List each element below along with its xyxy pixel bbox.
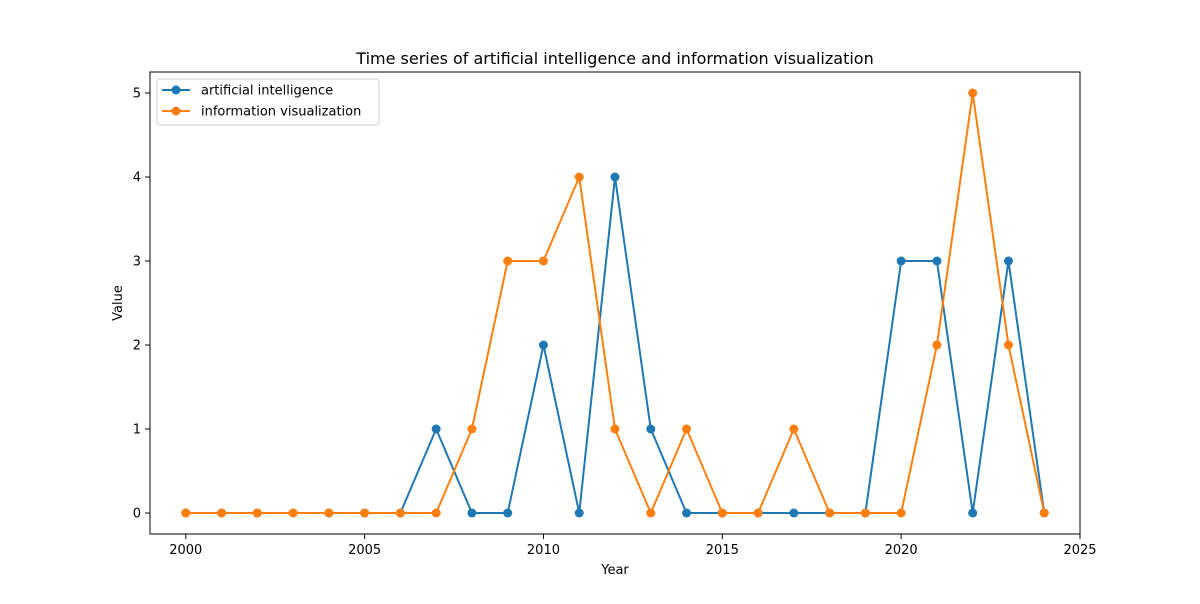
data-point-series-1 (610, 172, 620, 182)
axes-frame (149, 71, 1081, 535)
data-point-series-2 (896, 508, 906, 518)
data-point-series-1 (682, 508, 692, 518)
data-point-series-2 (181, 508, 191, 518)
x-tick-label: 2000 (169, 543, 202, 558)
data-point-series-2 (968, 88, 978, 98)
data-point-series-1 (1003, 256, 1013, 266)
data-point-series-2 (682, 424, 692, 434)
data-point-series-2 (753, 508, 763, 518)
data-point-series-2 (717, 508, 727, 518)
data-point-series-2 (395, 508, 405, 518)
data-point-series-1 (646, 424, 656, 434)
legend-marker-1 (171, 85, 181, 95)
data-point-series-2 (932, 340, 942, 350)
x-tick-label: 2015 (706, 543, 739, 558)
legend-label-1: artificial intelligence (201, 84, 333, 99)
data-point-series-2 (324, 508, 334, 518)
data-point-series-2 (860, 508, 870, 518)
x-tick-label: 2025 (1063, 543, 1096, 558)
data-point-series-1 (503, 508, 513, 518)
legend-box (156, 78, 380, 126)
data-point-series-2 (431, 508, 441, 518)
data-point-series-1 (896, 256, 906, 266)
x-tick-label: 2010 (527, 543, 560, 558)
legend-marker-2 (171, 106, 181, 116)
plot-area: 2000 2005 2010 2015 2020 2025 0 1 2 3 4 5 (133, 71, 1097, 558)
data-point-series-2 (217, 508, 227, 518)
legend-label-2: information visualization (201, 105, 361, 120)
data-point-series-1 (574, 508, 584, 518)
data-point-series-2 (789, 424, 799, 434)
y-tick-label: 1 (133, 423, 141, 438)
chart-title: Time series of artificial intelligence a… (355, 49, 873, 68)
y-tick-label: 4 (133, 171, 141, 186)
data-point-series-1 (932, 256, 942, 266)
data-point-series-2 (825, 508, 835, 518)
y-tick-label: 0 (133, 507, 141, 522)
data-point-series-2 (646, 508, 656, 518)
legend: artificial intelligence information visua… (156, 78, 380, 126)
data-point-series-2 (503, 256, 513, 266)
data-point-series-2 (1003, 340, 1013, 350)
data-point-series-1 (467, 508, 477, 518)
x-axis-label: Year (600, 563, 629, 578)
x-tick-label: 2020 (885, 543, 918, 558)
data-point-series-1 (431, 424, 441, 434)
y-tick-label: 5 (133, 87, 141, 102)
data-point-series-2 (538, 256, 548, 266)
data-point-series-2 (1039, 508, 1049, 518)
y-tick-label: 3 (133, 255, 141, 270)
data-point-series-2 (574, 172, 584, 182)
data-point-series-2 (610, 424, 620, 434)
data-point-series-1 (789, 508, 799, 518)
data-point-series-2 (252, 508, 262, 518)
data-point-series-2 (360, 508, 370, 518)
data-point-series-2 (467, 424, 477, 434)
data-point-series-1 (538, 340, 548, 350)
y-tick-label: 2 (133, 339, 141, 354)
y-axis-label: Value (111, 285, 126, 321)
x-tick-label: 2005 (348, 543, 381, 558)
data-point-series-1 (968, 508, 978, 518)
data-point-series-2 (288, 508, 298, 518)
